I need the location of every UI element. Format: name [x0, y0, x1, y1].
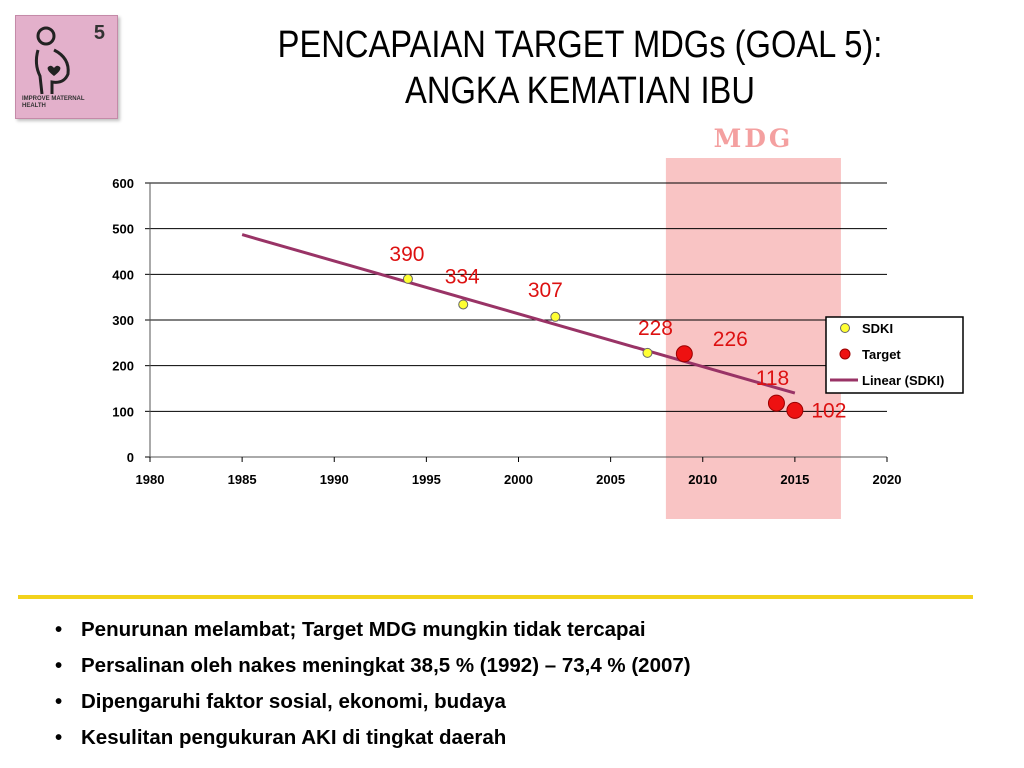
title-line2: ANGKA KEMATIAN IBU: [405, 70, 755, 112]
trendline: [241, 233, 796, 395]
bullet-text: Persalinan oleh nakes meningkat 38,5 % (…: [81, 654, 691, 677]
legend-sdki-marker: [840, 323, 850, 333]
x-tick-label: 2005: [596, 472, 625, 487]
goal-caption-line1: IMPROVE MATERNAL: [22, 96, 85, 102]
sdki-point: [458, 299, 469, 310]
x-tick-label: 2015: [780, 472, 809, 487]
target-data-label: 118: [756, 367, 789, 390]
legend-target-label: Target: [862, 347, 901, 362]
y-tick-label: 200: [112, 359, 134, 374]
x-tick-label: 1980: [136, 472, 165, 487]
target-data-label: 102: [811, 399, 846, 422]
legend-sdki-label: SDKI: [862, 321, 893, 336]
mdg-band: [665, 158, 841, 519]
y-tick-label: 500: [112, 222, 134, 237]
bullet-list: • Penurunan melambat; Target MDG mungkin …: [55, 612, 691, 756]
sdki-point: [642, 347, 653, 358]
goal-number: 5: [93, 22, 105, 44]
y-tick-label: 400: [112, 267, 134, 282]
legend-trendline-label: Linear (SDKI): [862, 373, 944, 388]
sdki-point: [402, 273, 413, 284]
target-point: [786, 401, 804, 419]
sdki-data-label: 307: [528, 279, 563, 302]
bullet-item: • Dipengaruhi faktor sosial, ekonomi, bud…: [55, 684, 691, 720]
x-tick-label: 2020: [873, 472, 902, 487]
bullet-item: • Persalinan oleh nakes meningkat 38,5 % …: [55, 648, 691, 684]
bullet-text: Penurunan melambat; Target MDG mungkin t…: [81, 618, 646, 641]
bullet-icon: •: [55, 618, 63, 641]
bullet-item: • Penurunan melambat; Target MDG mungkin …: [55, 612, 691, 648]
title-line1: PENCAPAIAN TARGET MDGs (GOAL 5):: [277, 24, 883, 66]
x-tick-label: 2000: [504, 472, 533, 487]
sdki-data-label: 390: [389, 243, 424, 266]
y-tick-label: 600: [112, 176, 134, 191]
bullet-text: Kesulitan pengukuran AKI di tingkat daer…: [81, 726, 507, 749]
x-tick-label: 1985: [228, 472, 257, 487]
bullet-item: • Kesulitan pengukuran AKI di tingkat dae…: [55, 720, 691, 756]
target-point: [767, 394, 785, 412]
sdki-data-label: 228: [638, 317, 673, 340]
pregnant-woman-icon: [34, 26, 70, 95]
target-point: [675, 345, 693, 363]
bullet-icon: •: [55, 690, 63, 713]
goal-caption-line2: HEALTH: [22, 103, 46, 109]
mdg-band-label: MDG: [714, 124, 794, 153]
x-tick-label: 1995: [412, 472, 441, 487]
y-tick-label: 0: [127, 450, 134, 465]
x-tick-label: 2010: [688, 472, 717, 487]
target-data-label: 226: [713, 328, 748, 351]
y-tick-label: 300: [112, 313, 134, 328]
divider-line: [18, 595, 973, 599]
slide-title: PENCAPAIAN TARGET MDGs (GOAL 5): ANGKA K…: [210, 22, 950, 114]
bullet-icon: •: [55, 726, 63, 749]
sdki-data-label: 334: [445, 265, 480, 288]
bullet-icon: •: [55, 654, 63, 677]
mdg-chart: MDG 0 100 200 300 400 500 600 1980 1985 1990 1995 20…: [112, 124, 964, 519]
x-tick-label: 1990: [320, 472, 349, 487]
y-tick-label: 100: [112, 404, 134, 419]
legend-target-marker: [839, 348, 851, 360]
bullet-text: Dipengaruhi faktor sosial, ekonomi, buda…: [81, 690, 506, 713]
mdg-goal5-logo: 5 IMPROVE MATERNAL HEALTH: [15, 15, 118, 119]
sdki-point: [550, 311, 561, 322]
goal-caption: IMPROVE MATERNAL HEALTH: [22, 96, 112, 110]
